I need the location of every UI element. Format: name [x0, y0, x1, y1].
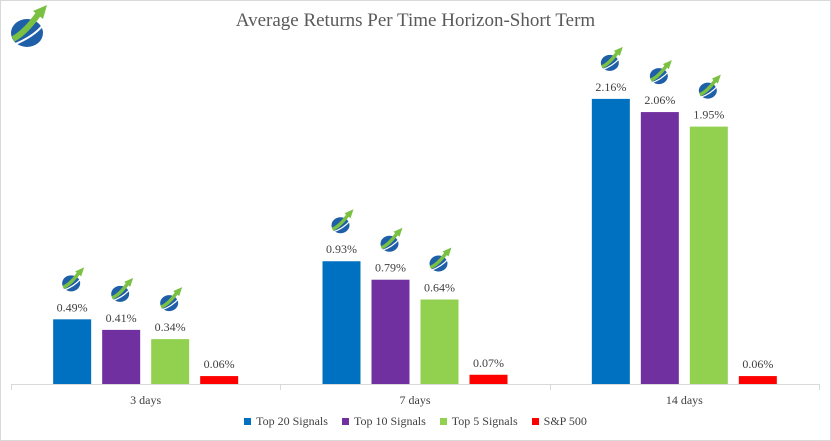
growth-arrow-logo-icon: [429, 247, 452, 272]
legend-label: Top 10 Signals: [353, 414, 426, 428]
bar-2-3: [640, 112, 679, 384]
data-label: 0.64%: [424, 281, 455, 295]
growth-arrow-logo-icon: [649, 60, 672, 85]
growth-arrow-logo-icon: [600, 46, 623, 71]
growth-arrow-logo-icon: [62, 267, 85, 292]
bar-1-3: [591, 98, 630, 384]
x-tick-label: 14 days: [666, 393, 703, 407]
bar-1-1: [53, 319, 92, 384]
data-label: 1.95%: [693, 108, 724, 122]
legend-item: Top 10 Signals: [341, 414, 426, 429]
legend-item: S&P 500: [531, 414, 587, 429]
chart-title: Average Returns Per Time Horizon-Short T…: [235, 10, 596, 31]
data-label: 0.34%: [155, 320, 186, 334]
data-label: 2.16%: [595, 80, 626, 94]
legend-label: Top 20 Signals: [256, 414, 328, 428]
bar-4-2: [469, 374, 508, 384]
bar-1-2: [322, 261, 361, 384]
data-label: 0.93%: [326, 242, 357, 256]
x-tick-label: 7 days: [400, 393, 431, 407]
legend-label: Top 5 Signals: [451, 414, 518, 428]
chart-plot: 0.49% 0.41% 0.34% 0.06% 3 days 0.93% 0.79% 0.64…: [11, 46, 820, 407]
bar-4-1: [200, 376, 239, 384]
legend-swatch: [244, 418, 252, 425]
data-label: 0.06%: [742, 357, 773, 371]
growth-arrow-logo-icon: [7, 5, 51, 56]
growth-arrow-logo-icon: [160, 287, 183, 312]
legend-swatch: [531, 418, 539, 425]
x-tick-label: 3 days: [130, 393, 161, 407]
bar-2-1: [102, 329, 141, 384]
legend-item: Top 5 Signals: [439, 414, 518, 429]
chart-legend: Top 20 Signals Top 10 Signals Top 5 Signal…: [1, 414, 830, 429]
data-label: 0.06%: [204, 357, 235, 371]
data-label: 0.41%: [106, 311, 137, 325]
bar-4-3: [738, 376, 777, 384]
bar-3-3: [689, 126, 728, 384]
data-label: 0.07%: [473, 356, 504, 370]
legend-label: S&P 500: [543, 414, 587, 428]
growth-arrow-logo-icon: [698, 74, 721, 99]
legend-swatch: [439, 418, 447, 425]
data-label: 0.49%: [57, 300, 88, 314]
legend-item: Top 20 Signals: [244, 414, 328, 429]
bar-3-1: [151, 339, 190, 384]
growth-arrow-logo-icon: [111, 277, 134, 302]
bar-3-2: [420, 299, 459, 384]
data-label: 0.79%: [375, 261, 406, 275]
legend-swatch: [341, 418, 349, 425]
growth-arrow-logo-icon: [380, 227, 403, 252]
bar-2-2: [371, 279, 410, 384]
data-label: 2.06%: [644, 93, 675, 107]
growth-arrow-logo-icon: [331, 209, 354, 234]
